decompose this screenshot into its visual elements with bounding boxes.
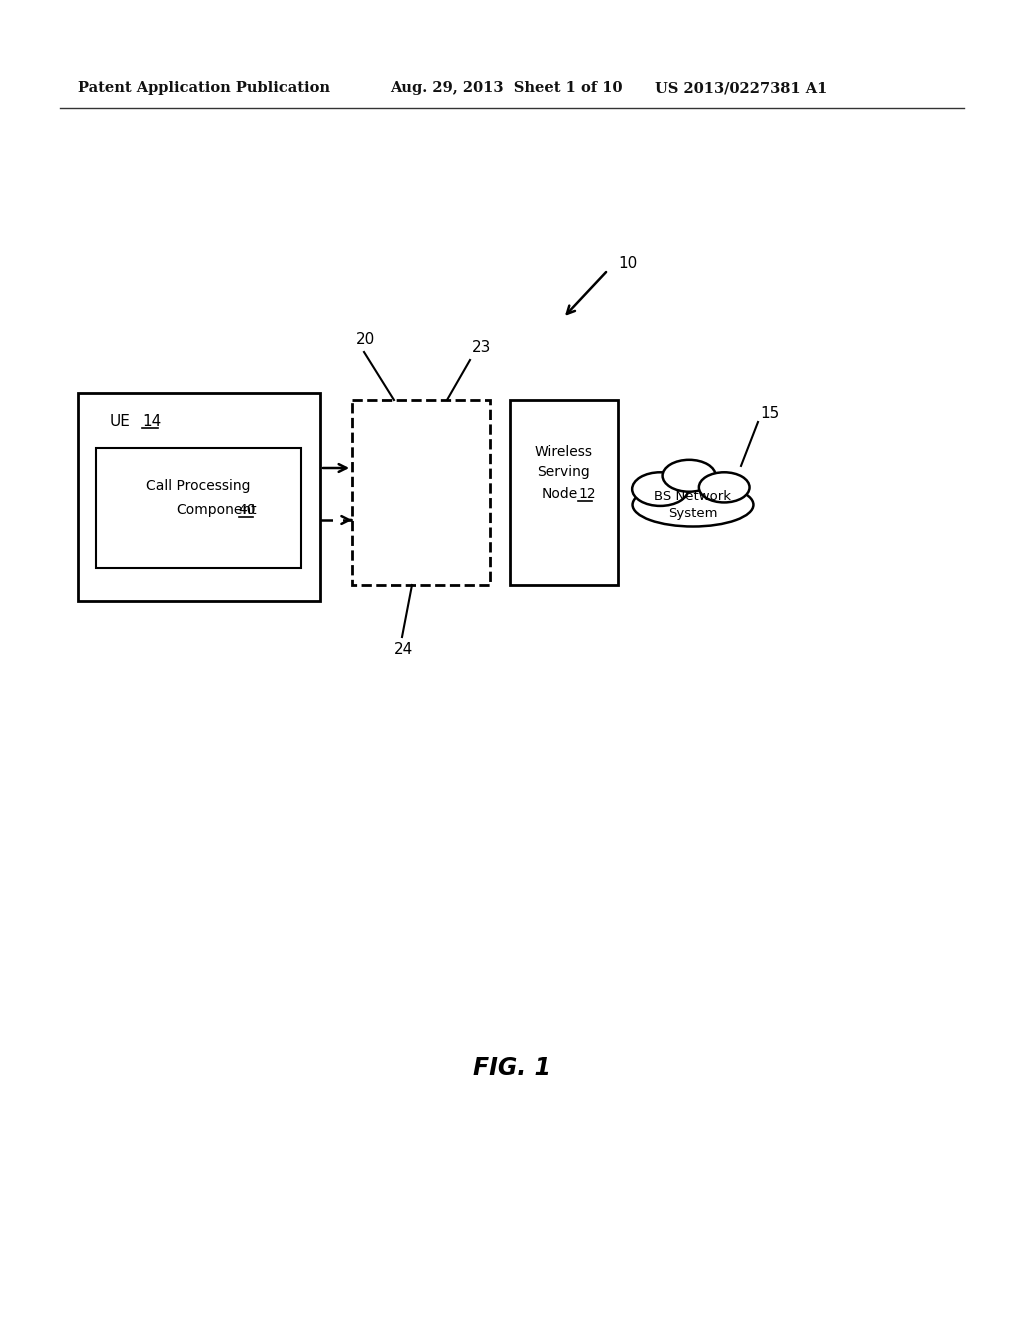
- Ellipse shape: [698, 473, 750, 503]
- Text: Call Processing: Call Processing: [146, 479, 251, 492]
- Text: BS Network: BS Network: [654, 491, 731, 503]
- Text: Wireless: Wireless: [535, 445, 593, 459]
- Bar: [510, 400, 618, 585]
- Text: Node: Node: [542, 487, 579, 502]
- Ellipse shape: [663, 459, 716, 492]
- Text: Patent Application Publication: Patent Application Publication: [78, 81, 330, 95]
- Text: FIG. 1: FIG. 1: [473, 1056, 551, 1080]
- Bar: [78, 393, 319, 601]
- Text: Aug. 29, 2013  Sheet 1 of 10: Aug. 29, 2013 Sheet 1 of 10: [390, 81, 623, 95]
- Bar: [96, 447, 301, 568]
- Text: Component: Component: [176, 503, 257, 517]
- Text: US 2013/0227381 A1: US 2013/0227381 A1: [655, 81, 827, 95]
- Ellipse shape: [633, 483, 754, 527]
- Text: Serving: Serving: [538, 465, 591, 479]
- Text: 24: 24: [394, 642, 414, 656]
- Text: 14: 14: [142, 413, 161, 429]
- Text: 20: 20: [356, 333, 375, 347]
- Ellipse shape: [632, 473, 688, 506]
- Text: 12: 12: [578, 487, 596, 502]
- Text: 23: 23: [472, 341, 492, 355]
- Text: 10: 10: [618, 256, 637, 271]
- Text: System: System: [669, 507, 718, 520]
- Bar: [352, 400, 490, 585]
- Text: 40: 40: [239, 503, 256, 517]
- Text: UE: UE: [110, 413, 131, 429]
- Text: 15: 15: [760, 407, 779, 421]
